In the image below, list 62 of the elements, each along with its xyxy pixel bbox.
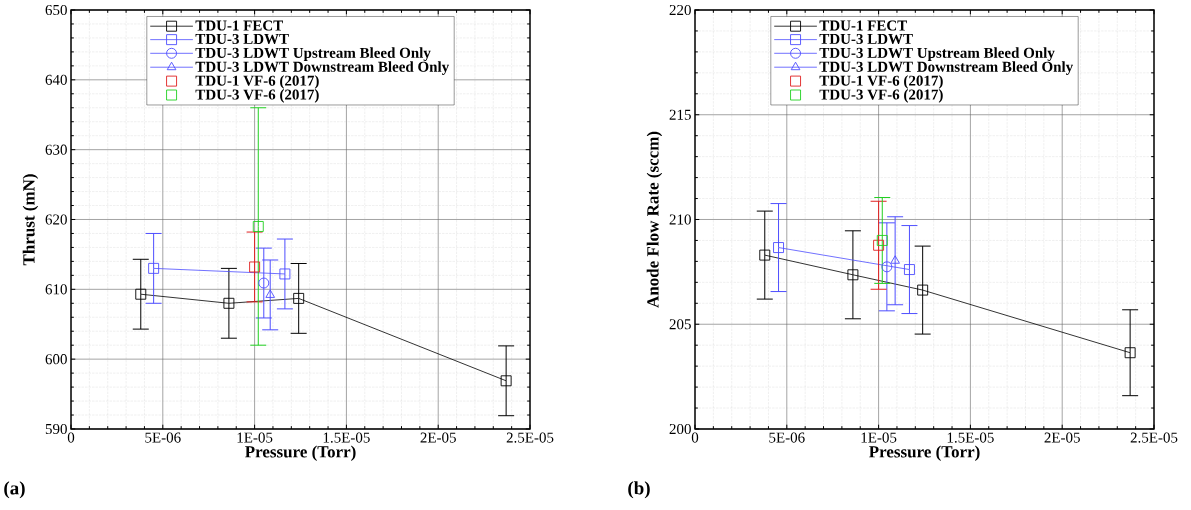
legend-label: TDU-3 LDWT Upstream Bleed Only xyxy=(819,47,1055,61)
legend-label: TDU-1 VF-6 (2017) xyxy=(195,75,319,89)
legend-label: TDU-3 LDWT Upstream Bleed Only xyxy=(195,47,431,61)
point xyxy=(1124,347,1136,359)
legend-label: TDU-1 FECT xyxy=(819,20,907,31)
x-tick-label: 5E-06 xyxy=(769,432,805,443)
point xyxy=(873,239,885,251)
point xyxy=(258,277,270,289)
legend-label: TDU-3 LDWT xyxy=(819,33,913,45)
x-tick-label: 1E-05 xyxy=(861,432,897,443)
point xyxy=(249,261,261,273)
legend-label: TDU-3 VF-6 (2017) xyxy=(195,89,319,103)
legend-label: TDU-1 FECT xyxy=(195,20,283,31)
y-tick-label: 630 xyxy=(45,144,67,155)
y-tick-label: 220 xyxy=(669,4,691,16)
point xyxy=(890,255,900,264)
point xyxy=(847,269,859,281)
x-tick-label: 2E-05 xyxy=(1044,432,1080,443)
point xyxy=(252,221,264,232)
x-tick-label: 1.5E-05 xyxy=(947,432,994,443)
point xyxy=(135,288,147,300)
legend-label: TDU-3 LDWT Downstream Bleed Only xyxy=(819,61,1074,75)
point xyxy=(881,261,893,273)
y-axis-title: Anode Flow Rate (sccm) xyxy=(646,131,663,308)
point xyxy=(876,234,888,246)
y-tick-label: 210 xyxy=(669,214,691,225)
x-tick-label: 1E-05 xyxy=(237,432,273,443)
x-tick-label: 0 xyxy=(67,432,75,443)
y-tick-label: 620 xyxy=(45,214,67,225)
x-axis-title: Pressure (Torr) xyxy=(245,445,356,461)
y-tick-label: 610 xyxy=(45,284,67,295)
y-tick-label: 600 xyxy=(45,354,67,365)
point xyxy=(773,242,784,254)
y-tick-label: 215 xyxy=(669,109,691,120)
point xyxy=(759,249,771,261)
y-tick-label: 640 xyxy=(45,74,67,85)
point xyxy=(293,292,305,304)
y-axis-title: Thrust (mN) xyxy=(22,174,39,266)
y-tick-label: 205 xyxy=(669,319,691,330)
legend-label: TDU-3 VF-6 (2017) xyxy=(819,89,943,103)
text: (b) xyxy=(628,481,650,499)
x-axis-title: Pressure (Torr) xyxy=(869,445,980,461)
text: (a) xyxy=(4,481,25,499)
x-tick-label: 1.5E-05 xyxy=(323,432,370,443)
legend-label: TDU-3 LDWT xyxy=(195,33,289,45)
x-tick-label: 2.5E-05 xyxy=(1130,432,1178,443)
legend-label: TDU-1 VF-6 (2017) xyxy=(819,75,943,89)
point xyxy=(917,284,929,296)
x-tick-label: 5E-06 xyxy=(145,432,181,443)
x-tick-label: 0 xyxy=(691,432,699,443)
x-tick-label: 2E-05 xyxy=(420,432,456,443)
point xyxy=(265,289,275,298)
y-tick-label: 200 xyxy=(669,423,691,435)
point xyxy=(904,264,915,276)
legend-label: TDU-3 LDWT Downstream Bleed Only xyxy=(195,61,450,75)
point xyxy=(148,262,160,274)
x-tick-label: 2.5E-05 xyxy=(506,432,554,443)
point xyxy=(279,268,291,280)
y-tick-label: 590 xyxy=(45,423,67,435)
y-tick-label: 650 xyxy=(45,4,67,16)
point xyxy=(223,297,235,309)
point xyxy=(500,375,512,387)
